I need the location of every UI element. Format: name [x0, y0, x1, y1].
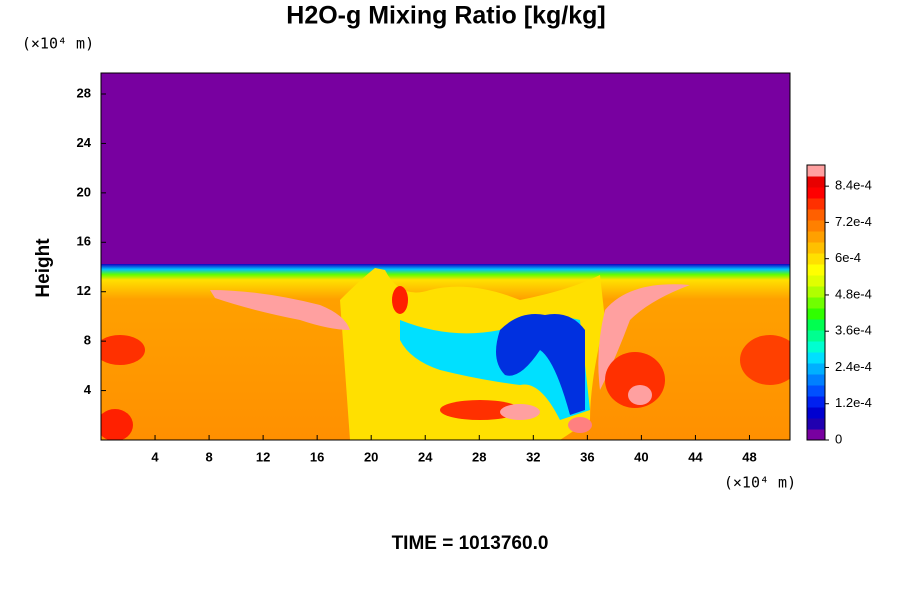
colorbar-tick-label: 2.4e-4 — [835, 359, 872, 374]
colorbar-band — [807, 396, 825, 408]
y-axis-label: Height — [33, 238, 54, 298]
field — [101, 73, 790, 440]
y-tick-label: 20 — [77, 184, 91, 199]
field-red — [101, 409, 133, 440]
y-tick-label: 16 — [77, 234, 91, 249]
x-tick-label: 4 — [151, 449, 159, 464]
x-tick-label: 36 — [580, 449, 594, 464]
colorbar-band — [807, 418, 825, 430]
colorbar-tick-label: 6e-4 — [835, 250, 861, 265]
x-tick-label: 28 — [472, 449, 486, 464]
x-tick-label: 16 — [310, 449, 324, 464]
colorbar-tick-label: 0 — [835, 431, 842, 446]
field-blue — [496, 314, 585, 415]
colorbar-band — [807, 165, 825, 177]
x-tick-label: 48 — [742, 449, 756, 464]
x-tick-label: 20 — [364, 449, 378, 464]
chart-title: H2O-g Mixing Ratio [kg/kg] — [286, 2, 605, 30]
colorbar-band — [807, 242, 825, 254]
colorbar-band — [807, 407, 825, 419]
field-pink — [568, 417, 592, 433]
y-tick-label: 8 — [84, 333, 91, 348]
field-red — [740, 335, 790, 385]
colorbar-band — [807, 176, 825, 188]
time-label: TIME = 1013760.0 — [392, 533, 549, 554]
colorbar-band — [807, 385, 825, 397]
x-tick-label: 32 — [526, 449, 540, 464]
field-red — [392, 286, 408, 314]
colorbar-band — [807, 374, 825, 386]
colorbar-tick-label: 3.6e-4 — [835, 323, 872, 338]
colorbar-band — [807, 352, 825, 364]
x-tick-label: 12 — [256, 449, 270, 464]
x-unit: (×10⁴ m) — [724, 474, 796, 492]
colorbar-band — [807, 363, 825, 375]
colorbar-band — [807, 209, 825, 221]
colorbar-band — [807, 253, 825, 265]
y-tick-label: 24 — [77, 135, 92, 150]
colorbar-frame — [806, 164, 826, 441]
x-tick-label: 24 — [418, 449, 433, 464]
colorbar-band — [807, 264, 825, 276]
x-tick-label: 40 — [634, 449, 648, 464]
colorbar-band — [807, 319, 825, 331]
colorbar-band — [807, 297, 825, 309]
field-red — [101, 335, 145, 365]
colorbar-band — [807, 231, 825, 243]
colorbar-band — [807, 308, 825, 320]
colorbar-tick-label: 4.8e-4 — [835, 286, 872, 301]
field-pink — [500, 404, 540, 420]
field-pink — [628, 385, 652, 405]
y-tick-label: 12 — [77, 283, 91, 298]
y-tick-label: 4 — [84, 382, 92, 397]
colorbar-band — [807, 330, 825, 342]
colorbar-band — [807, 220, 825, 232]
y-tick-label: 28 — [77, 85, 91, 100]
colorbar-band — [807, 341, 825, 353]
colorbar-tick-label: 7.2e-4 — [835, 214, 872, 229]
colorbar-band — [807, 286, 825, 298]
colorbar-band — [807, 187, 825, 199]
field-pink — [210, 290, 350, 330]
colorbar-band — [807, 275, 825, 287]
colorbar-tick-label: 8.4e-4 — [835, 178, 872, 193]
colorbar-band — [807, 198, 825, 210]
x-tick-label: 44 — [688, 449, 703, 464]
x-tick-label: 8 — [205, 449, 212, 464]
field-pink — [598, 284, 690, 390]
colorbar-band — [807, 429, 825, 441]
colorbar-tick-label: 1.2e-4 — [835, 395, 872, 410]
plot-frame — [100, 72, 791, 441]
y-unit: (×10⁴ m) — [22, 35, 94, 53]
field-red — [440, 400, 520, 420]
